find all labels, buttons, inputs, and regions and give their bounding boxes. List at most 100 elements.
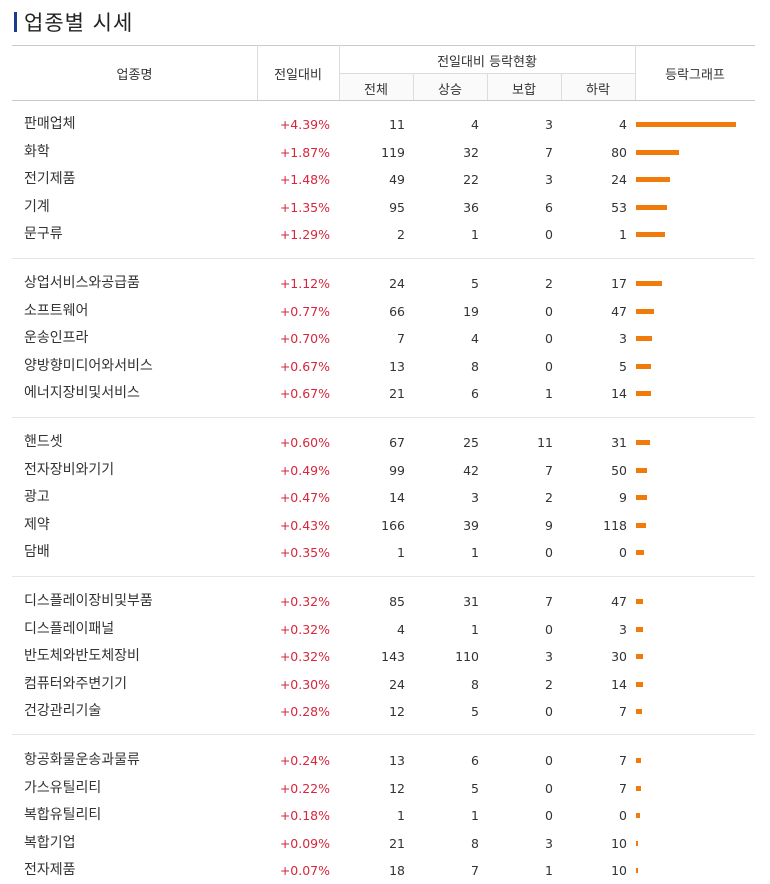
sector-name-link[interactable]: 디스플레이장비및부품 — [24, 593, 153, 609]
table-header: 업종명 전일대비 전일대비 등락현황 전체 상승 보합 하락 등락그래프 — [12, 45, 755, 101]
flat-count: 7 — [545, 462, 553, 478]
sector-name-link[interactable]: 담배 — [24, 544, 50, 561]
sector-row: 컴퓨터와주변기기 +0.30% 24 8 2 14 — [0, 671, 770, 698]
up-count: 6 — [471, 386, 479, 402]
sector-name-link[interactable]: 건강관리기술 — [24, 703, 102, 720]
change-percent: +0.77% — [279, 303, 330, 319]
sector-name-link[interactable]: 전기제품 — [24, 171, 76, 188]
sector-row: 항공화물운송과물류 +0.24% 13 6 0 7 — [0, 747, 770, 774]
flat-count: 3 — [545, 835, 553, 851]
sector-name-link[interactable]: 컴퓨터와주변기기 — [24, 675, 128, 692]
sector-row: 담배 +0.35% 1 1 0 0 — [0, 539, 770, 566]
up-count: 5 — [471, 276, 479, 291]
sector-name-link[interactable]: 핸드셋 — [24, 434, 63, 450]
change-percent: +1.29% — [279, 227, 330, 243]
sector-row: 전자장비와기기 +0.49% 99 42 7 50 — [0, 457, 770, 484]
header-divider — [257, 45, 258, 101]
down-count: 17 — [611, 276, 627, 291]
header-bottom-border — [12, 100, 755, 101]
total-count: 4 — [397, 621, 405, 637]
down-count: 31 — [611, 435, 627, 450]
total-count: 24 — [389, 276, 405, 291]
header-down[interactable]: 하락 — [586, 83, 610, 98]
change-graph-bar — [636, 122, 736, 127]
up-count: 6 — [471, 753, 479, 768]
total-count: 7 — [397, 331, 405, 347]
sector-name-link[interactable]: 전자제품 — [24, 862, 76, 879]
sector-name-link[interactable]: 양방향미디어와서비스 — [24, 357, 153, 374]
change-percent: +0.30% — [279, 676, 330, 692]
up-count: 1 — [471, 545, 479, 561]
down-count: 10 — [611, 863, 627, 879]
down-count: 3 — [619, 621, 627, 637]
sector-row: 디스플레이장비및부품 +0.32% 85 31 7 47 — [0, 588, 770, 615]
header-up[interactable]: 상승 — [438, 83, 462, 98]
change-graph-bar — [636, 308, 654, 314]
change-graph-bar — [636, 758, 641, 763]
sector-name-link[interactable]: 항공화물운송과물류 — [24, 752, 140, 768]
change-percent: +0.67% — [279, 386, 330, 402]
flat-count: 3 — [545, 117, 553, 132]
change-percent: +0.43% — [279, 517, 330, 533]
sector-name-link[interactable]: 복합기업 — [24, 834, 76, 851]
change-percent: +0.32% — [279, 649, 330, 665]
sector-name-link[interactable]: 운송인프라 — [24, 330, 89, 347]
flat-count: 1 — [545, 386, 553, 402]
sector-row: 복합유틸리티 +0.18% 1 1 0 0 — [0, 802, 770, 829]
down-count: 9 — [619, 490, 627, 506]
sector-name-link[interactable]: 복합유틸리티 — [24, 807, 102, 824]
up-count: 1 — [471, 808, 479, 824]
flat-count: 0 — [545, 808, 553, 824]
total-count: 21 — [389, 386, 405, 402]
change-graph-bar — [636, 840, 638, 846]
flat-count: 3 — [545, 172, 553, 188]
sector-name-link[interactable]: 화학 — [24, 143, 50, 160]
sector-row: 반도체와반도체장비 +0.32% 143 110 3 30 — [0, 643, 770, 670]
sector-name-link[interactable]: 소프트웨어 — [24, 302, 89, 319]
down-count: 0 — [619, 808, 627, 824]
total-count: 85 — [389, 594, 405, 609]
page-title-bar: 업종별 시세 — [14, 9, 133, 35]
sector-name-link[interactable]: 가스유틸리티 — [24, 779, 102, 796]
change-graph-bar — [636, 363, 651, 369]
change-percent: +0.67% — [279, 358, 330, 374]
flat-count: 7 — [545, 144, 553, 160]
change-graph-bar — [636, 709, 642, 715]
up-count: 5 — [471, 780, 479, 796]
header-change[interactable]: 전일대비 — [274, 68, 322, 83]
page-title: 업종별 시세 — [24, 11, 134, 35]
total-count: 119 — [381, 144, 405, 160]
flat-count: 2 — [545, 676, 553, 692]
sector-name-link[interactable]: 판매업체 — [24, 116, 76, 132]
down-count: 10 — [611, 835, 627, 851]
sector-row: 핸드셋 +0.60% 67 25 11 31 — [0, 429, 770, 456]
sector-name-link[interactable]: 광고 — [24, 489, 50, 506]
sector-name-link[interactable]: 디스플레이패널 — [24, 620, 115, 637]
up-count: 1 — [471, 227, 479, 243]
up-count: 4 — [471, 117, 479, 132]
change-graph-bar — [636, 813, 640, 819]
down-count: 7 — [619, 753, 627, 768]
up-count: 36 — [463, 199, 479, 215]
total-count: 18 — [389, 863, 405, 879]
header-divider — [561, 74, 562, 101]
header-sector-name[interactable]: 업종명 — [116, 68, 153, 83]
sector-name-link[interactable]: 제약 — [24, 516, 50, 533]
sector-name-link[interactable]: 기계 — [24, 198, 50, 215]
total-count: 1 — [397, 808, 405, 824]
group-separator — [12, 258, 755, 259]
header-total[interactable]: 전체 — [364, 83, 388, 98]
change-percent: +1.87% — [279, 144, 330, 160]
sector-row: 기계 +1.35% 95 36 6 53 — [0, 194, 770, 221]
sector-name-link[interactable]: 전자장비와기기 — [24, 461, 115, 478]
header-flat[interactable]: 보합 — [512, 83, 536, 98]
sector-name-link[interactable]: 문구류 — [24, 226, 63, 243]
sector-name-link[interactable]: 반도체와반도체장비 — [24, 648, 140, 665]
down-count: 14 — [611, 386, 627, 402]
sector-name-link[interactable]: 상업서비스와공급품 — [24, 275, 140, 291]
flat-count: 7 — [545, 594, 553, 609]
change-graph-bar — [636, 177, 670, 183]
down-count: 53 — [611, 199, 627, 215]
sector-name-link[interactable]: 에너지장비및서비스 — [24, 385, 140, 402]
flat-count: 0 — [545, 358, 553, 374]
